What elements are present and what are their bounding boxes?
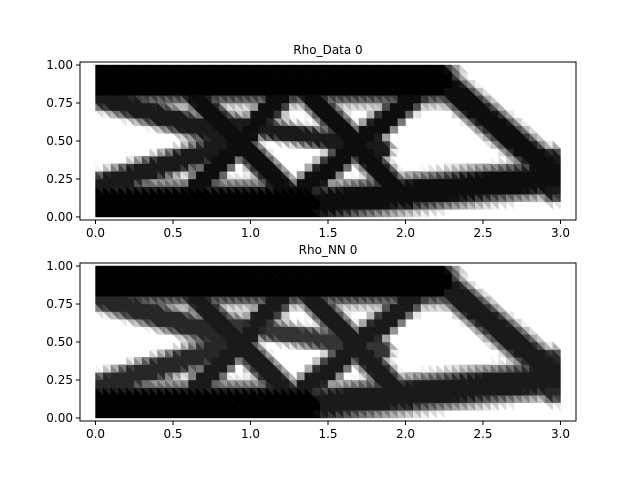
density-cell <box>289 170 298 180</box>
y-tick-label: 0.25 <box>46 172 73 186</box>
density-cell <box>389 341 399 350</box>
x-tick-label: 1.0 <box>241 226 260 240</box>
x-tick-label: 1.5 <box>318 226 337 240</box>
density-cell <box>234 170 244 180</box>
density-cell <box>265 349 274 358</box>
density-cell <box>436 163 445 172</box>
density-cell <box>304 318 313 327</box>
density-cell <box>351 371 360 381</box>
density-cell <box>265 148 274 157</box>
x-tick-label: 1.0 <box>241 427 260 441</box>
density-cell <box>389 356 399 365</box>
density-cell <box>490 94 499 104</box>
subplot-title: Rho_NN 0 <box>299 243 358 257</box>
density-cell <box>521 117 530 127</box>
x-axis-ticks: 0.0 0.5 1.0 1.5 2.0 2.5 3.0 <box>86 421 570 441</box>
density-field <box>95 265 561 419</box>
density-cell <box>296 318 306 327</box>
x-tick-label: 3.0 <box>551 427 570 441</box>
density-cell <box>428 364 437 373</box>
density-cell <box>459 265 468 274</box>
y-tick-label: 0.75 <box>46 297 73 311</box>
density-cell <box>273 155 282 165</box>
density-cell <box>172 341 182 350</box>
density-cell <box>475 280 484 289</box>
density-cell <box>389 155 399 165</box>
y-tick-label: 1.00 <box>46 259 73 273</box>
density-cell <box>498 356 507 365</box>
y-axis-ticks: 0.00 0.25 0.50 0.75 1.00 <box>46 58 80 224</box>
density-cell <box>505 110 515 119</box>
density-cell <box>498 303 507 312</box>
density-cell <box>498 155 507 165</box>
density-cell <box>420 364 430 373</box>
x-tick-label: 3.0 <box>551 226 570 240</box>
density-cell <box>95 163 104 172</box>
density-cell <box>281 364 290 373</box>
density-cell <box>482 87 492 96</box>
subplot-rho-data: Rho_Data 0 0.0 0.5 1.0 1.5 2.0 2.5 3.0 0.00 0.2… <box>46 43 577 240</box>
y-tick-label: 0.50 <box>46 134 73 148</box>
density-cell <box>529 125 538 134</box>
x-tick-label: 0.0 <box>86 226 105 240</box>
subplot-title: Rho_Data 0 <box>293 43 362 57</box>
density-cell <box>397 364 406 373</box>
density-cell <box>234 371 244 381</box>
y-tick-label: 0.75 <box>46 96 73 110</box>
x-tick-label: 0.5 <box>163 427 182 441</box>
density-cell <box>397 163 406 172</box>
density-cell <box>227 371 236 381</box>
density-cell <box>552 140 561 149</box>
density-cell <box>521 318 530 327</box>
density-cell <box>482 288 492 297</box>
density-cell <box>490 295 499 305</box>
x-tick-label: 0.5 <box>163 226 182 240</box>
density-cell <box>95 364 104 373</box>
density-cell <box>389 140 399 149</box>
density-cell <box>273 356 282 365</box>
density-cell <box>172 140 182 149</box>
density-cell <box>351 170 360 180</box>
density-cell <box>490 155 499 165</box>
y-axis-ticks: 0.00 0.25 0.50 0.75 1.00 <box>46 259 80 425</box>
x-tick-label: 2.5 <box>473 226 492 240</box>
density-cell <box>459 64 468 73</box>
density-cell <box>475 79 484 89</box>
density-cell <box>289 318 298 327</box>
density-cell <box>296 117 306 127</box>
subplot-rho-nn: Rho_NN 0 0.0 0.5 1.0 1.5 2.0 2.5 3.0 0.000.250… <box>46 243 577 441</box>
density-cell <box>304 117 313 127</box>
y-tick-label: 0.00 <box>46 210 73 224</box>
density-cell <box>227 170 236 180</box>
density-cell <box>537 132 546 142</box>
density-cell <box>436 364 445 373</box>
y-tick-label: 0.50 <box>46 335 73 349</box>
density-cell <box>281 163 290 172</box>
y-tick-label: 0.25 <box>46 373 73 387</box>
density-field <box>95 64 561 218</box>
density-cell <box>537 333 546 343</box>
y-tick-label: 1.00 <box>46 58 73 72</box>
density-cell <box>428 163 437 172</box>
density-cell <box>505 311 515 320</box>
x-axis-ticks: 0.0 0.5 1.0 1.5 2.0 2.5 3.0 <box>86 220 570 240</box>
x-tick-label: 2.5 <box>473 427 492 441</box>
density-cell <box>490 356 499 365</box>
density-cell <box>552 341 561 350</box>
density-cell <box>420 163 430 172</box>
density-cell <box>498 102 507 111</box>
density-cell <box>529 326 538 335</box>
y-tick-label: 0.00 <box>46 411 73 425</box>
x-tick-label: 1.5 <box>318 427 337 441</box>
x-tick-label: 0.0 <box>86 427 105 441</box>
x-tick-label: 2.0 <box>396 226 415 240</box>
x-tick-label: 2.0 <box>396 427 415 441</box>
density-cell <box>289 371 298 381</box>
